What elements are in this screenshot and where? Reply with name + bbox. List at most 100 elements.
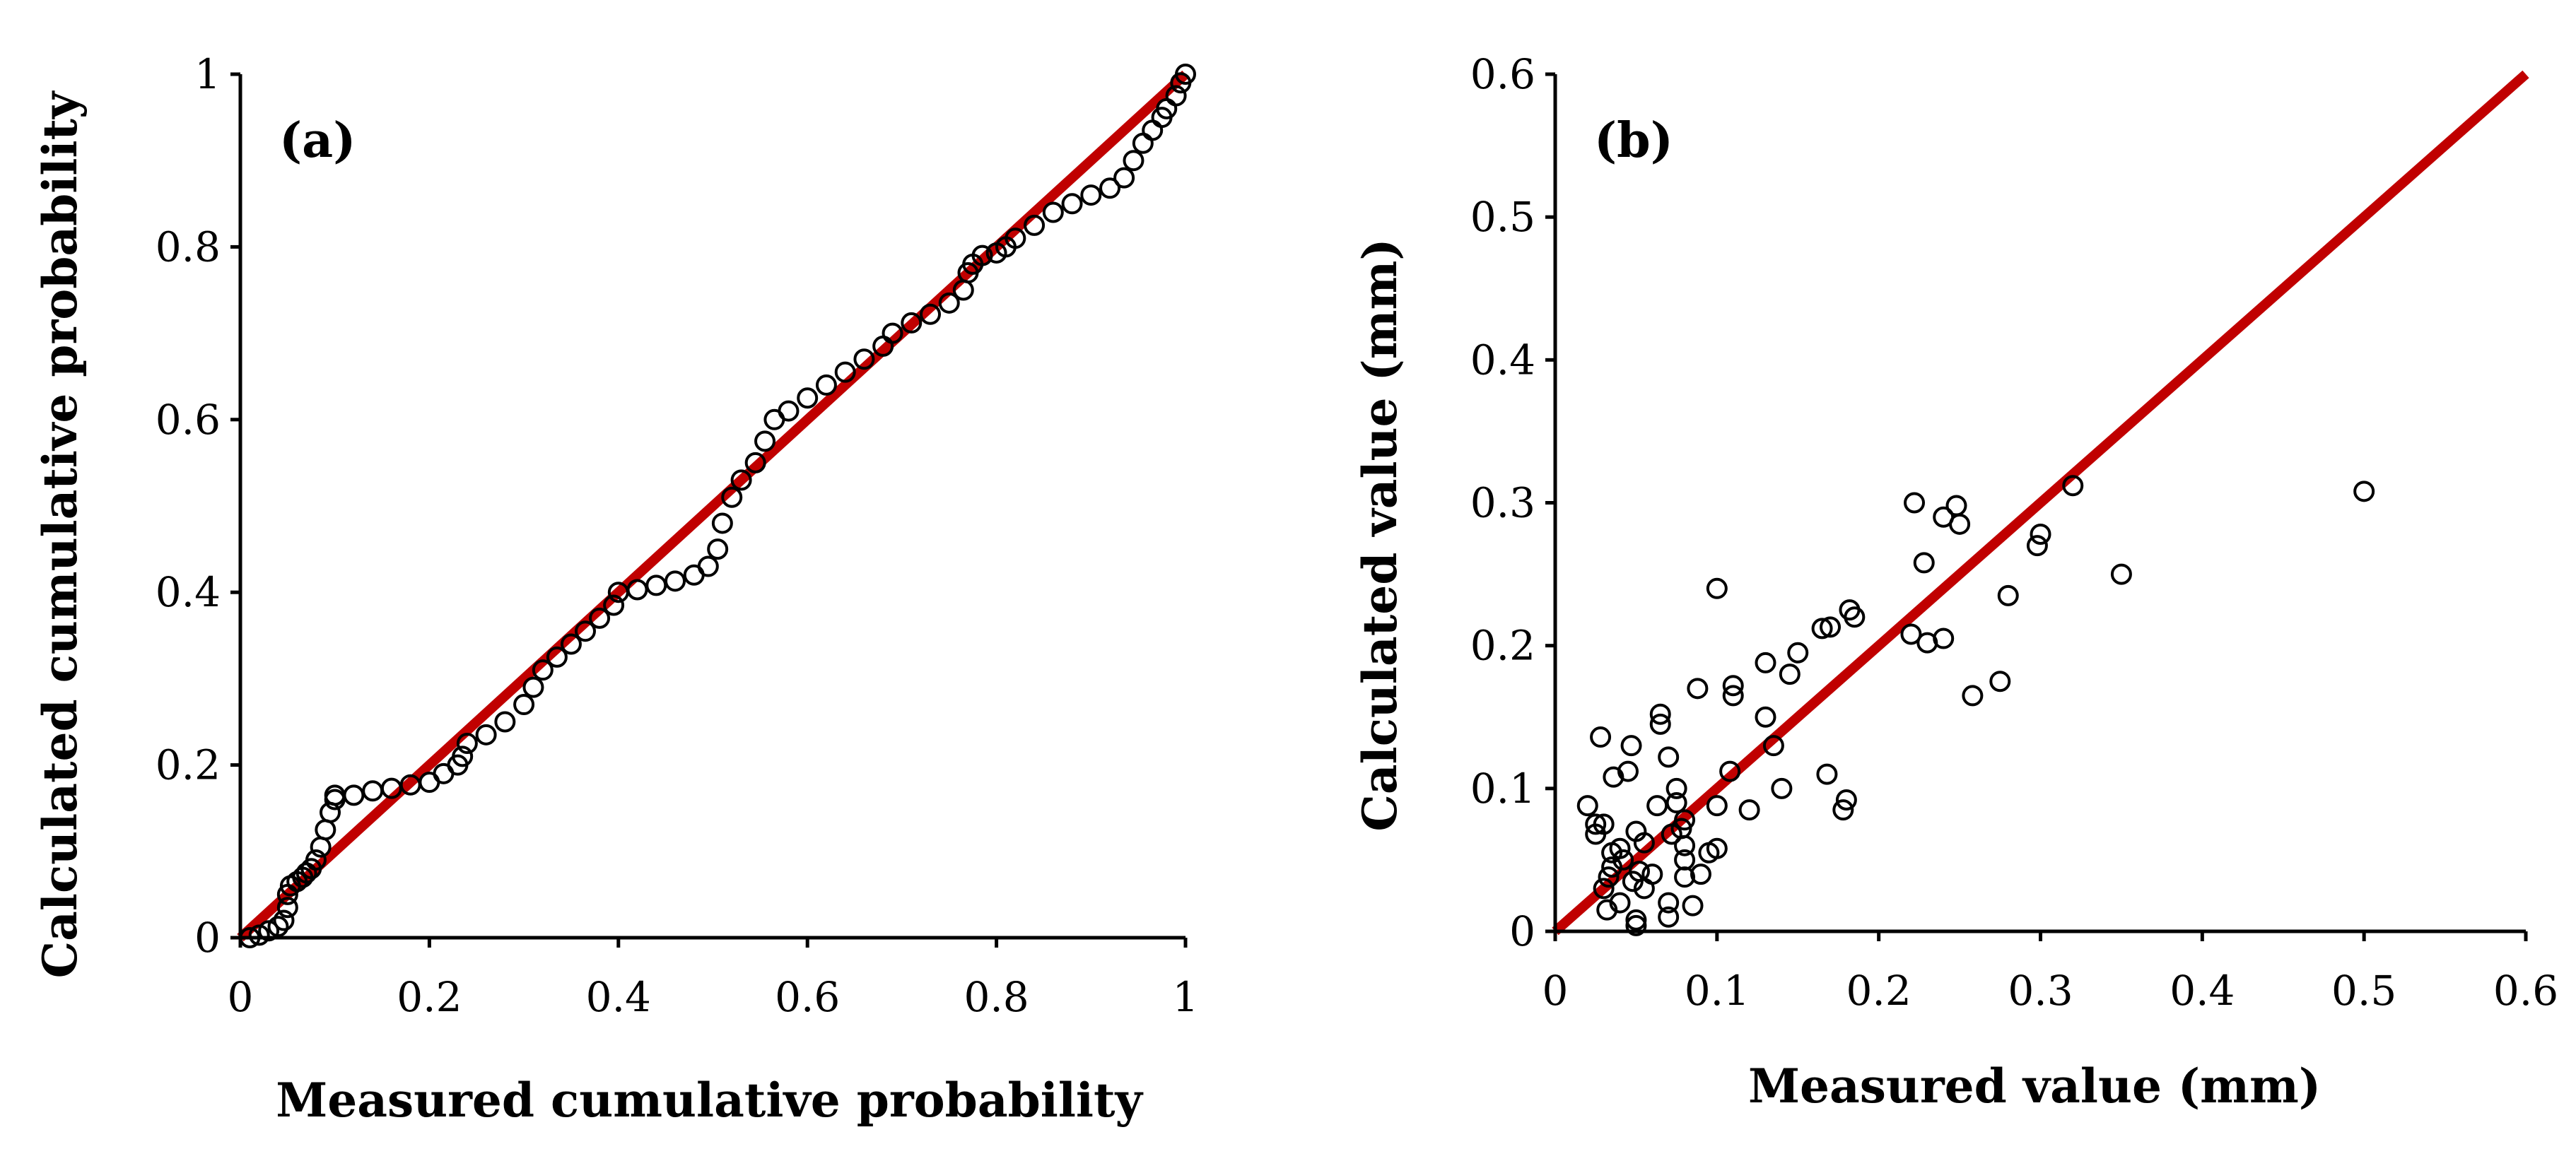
- panel-b-data-point: [1811, 618, 1833, 640]
- panel-b-data-point: [1722, 685, 1744, 707]
- panel-b-data-point: [1690, 864, 1711, 885]
- panel-a-data-point: [452, 745, 474, 767]
- panel-a-data-point: [494, 711, 516, 733]
- panel-b-data-point: [1816, 763, 1838, 785]
- panel-b-data-point: [1962, 685, 1984, 707]
- panel-b-y-tick-label: 0.4: [1470, 336, 1535, 384]
- panel-a-data-point: [665, 570, 686, 592]
- panel-b-data-point: [1755, 652, 1776, 673]
- panel-b-data-point: [1900, 623, 1922, 645]
- panel-b-data-point: [1738, 799, 1760, 821]
- panel-a-data-point: [938, 292, 960, 314]
- panel-a-data-point: [546, 646, 568, 668]
- panel-a-data-point: [273, 909, 295, 931]
- panel-b-data-point: [1832, 799, 1854, 821]
- panel-b-data-point: [1617, 760, 1639, 782]
- panel-b-x-tick-label: 0.1: [1685, 967, 1750, 1015]
- panel-b-data-point: [1762, 735, 1784, 757]
- panel-b-data-point: [1787, 642, 1809, 664]
- panel-a-data-point: [711, 512, 733, 534]
- panel-a-data-point: [1113, 167, 1135, 189]
- panel-a-data-point: [560, 633, 582, 655]
- panel-b-data-point: [1576, 795, 1598, 817]
- panel-b-x-tick-label: 0.2: [1846, 967, 1911, 1015]
- panel-a-data-point: [901, 312, 923, 334]
- panel-a-data-point: [276, 897, 298, 919]
- panel-a-data-point: [971, 244, 993, 266]
- panel-a-data-point: [522, 676, 544, 698]
- panel-a-x-tick-label: 0.6: [775, 973, 840, 1021]
- panel-a-data-point: [305, 849, 327, 871]
- panel-a-data-point: [834, 361, 856, 383]
- panel-b-data-point: [1612, 849, 1634, 871]
- panel-b-data-point: [1609, 837, 1631, 859]
- panel-a-data-point: [645, 574, 667, 596]
- panel-a-x-tick-label: 0.8: [964, 973, 1029, 1021]
- panel-a-x-tick-label: 1: [1173, 973, 1199, 1021]
- panel-b-data-point: [1593, 813, 1615, 835]
- panel-b-data-point: [1844, 606, 1866, 628]
- panel-b-data-point: [1658, 892, 1680, 914]
- panel-b-data-point: [1933, 627, 1955, 649]
- panel-b-data-point: [1585, 813, 1607, 835]
- panel-b-data-point: [2353, 481, 2375, 502]
- panel-a-x-tick-label: 0.4: [586, 973, 651, 1021]
- panel-b-data-point: [1904, 492, 1926, 514]
- panel-b-one-to-one-line: [1552, 70, 2529, 936]
- panel-b-data-point: [1997, 584, 2019, 606]
- panel-b-data-point: [1658, 746, 1680, 768]
- panel-b-y-axis-label: Calculated value (mm): [1352, 238, 1407, 831]
- panel-a-ticks: 0 0.2 0.4 0.6 0.8 1 0 0.2 0.4 0.6 0.8 1: [156, 50, 1199, 1021]
- panel-b-data-point: [1598, 866, 1620, 888]
- panel-a-y-axis-label: Calculated cumulative probability: [33, 90, 88, 978]
- panel-b-data-point: [1779, 664, 1801, 685]
- panel-b-data-point: [1649, 703, 1671, 725]
- panel-b-data-point: [1625, 914, 1647, 936]
- panel-a-data-point: [603, 594, 625, 616]
- panel-b-reference-line: [1552, 70, 2529, 936]
- panel-b-data-point: [1625, 909, 1647, 931]
- panel-a-data-point: [248, 924, 270, 946]
- panel-b-data-point: [1835, 789, 1857, 811]
- panel-a-data-point: [721, 486, 743, 508]
- panel-b-data-point: [1719, 760, 1741, 782]
- panel-b-data-point: [1989, 671, 2011, 693]
- panel-a-data-point: [707, 538, 729, 560]
- panel-b-x-tick-label: 0: [1542, 967, 1569, 1015]
- panel-a-data-point: [258, 920, 280, 942]
- panel-a-data-point: [532, 659, 554, 681]
- panel-a-y-tick-label: 0.2: [156, 741, 221, 789]
- panel-a-data-point: [1175, 64, 1196, 85]
- panel-b-x-axis-label: Measured value (mm): [1748, 1059, 2321, 1114]
- panel-b-y-tick-label: 0.5: [1470, 193, 1535, 241]
- panel-a-data-point: [697, 555, 719, 577]
- panel-a-data-point: [778, 400, 800, 422]
- panel-b-data-point: [2026, 535, 2048, 557]
- panel-a-data-point: [1123, 150, 1144, 172]
- panel-b-data-point: [2110, 563, 2132, 585]
- panel-b-data-point: [1601, 856, 1623, 878]
- panel-a-data-point: [1165, 85, 1187, 107]
- panel-b-data-point: [2062, 475, 2084, 497]
- panel-a-data-point: [575, 620, 597, 642]
- panel-a-data-point: [513, 694, 535, 716]
- panel-b-data-point: [1820, 616, 1842, 638]
- panel-a-data-point: [267, 916, 289, 938]
- panel-b-y-tick-label: 0.6: [1470, 50, 1535, 98]
- panel-a-data-point: [1099, 177, 1121, 199]
- panel-a-data-point: [1042, 201, 1064, 223]
- panel-a-data-point: [815, 374, 837, 396]
- panel-b-data-point: [1706, 795, 1728, 817]
- panel-b-data-point: [1620, 735, 1642, 757]
- panel-b-data-point: [1674, 866, 1696, 888]
- panel-b-x-tick-label: 0.6: [2493, 967, 2558, 1015]
- panel-b-data-point: [1687, 678, 1709, 700]
- panel-a-data-point: [343, 784, 365, 806]
- panel-b-data-point: [1755, 706, 1776, 728]
- panel-a-data-point: [1080, 184, 1102, 206]
- panel-b-data-point: [1682, 895, 1704, 917]
- panel-b-data-point: [1722, 675, 1744, 697]
- panel-b-data-point: [1706, 837, 1728, 859]
- panel-a-data-point: [744, 452, 766, 473]
